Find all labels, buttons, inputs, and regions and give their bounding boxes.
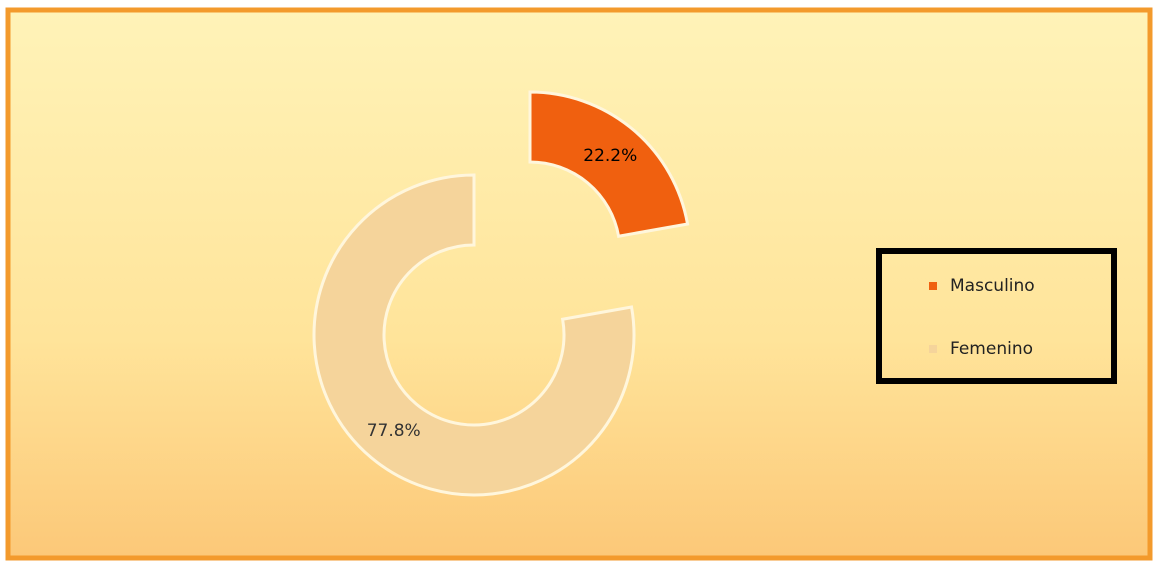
legend-label: Masculino — [950, 276, 1035, 296]
slice — [312, 173, 636, 497]
legend-box — [876, 248, 1117, 384]
legend-swatch — [929, 282, 937, 290]
slice — [528, 90, 690, 238]
legend-label: Femenino — [950, 339, 1033, 359]
data-label: 22.2% — [583, 146, 637, 166]
legend-swatch — [929, 345, 937, 353]
data-label: 77.8% — [367, 421, 421, 441]
